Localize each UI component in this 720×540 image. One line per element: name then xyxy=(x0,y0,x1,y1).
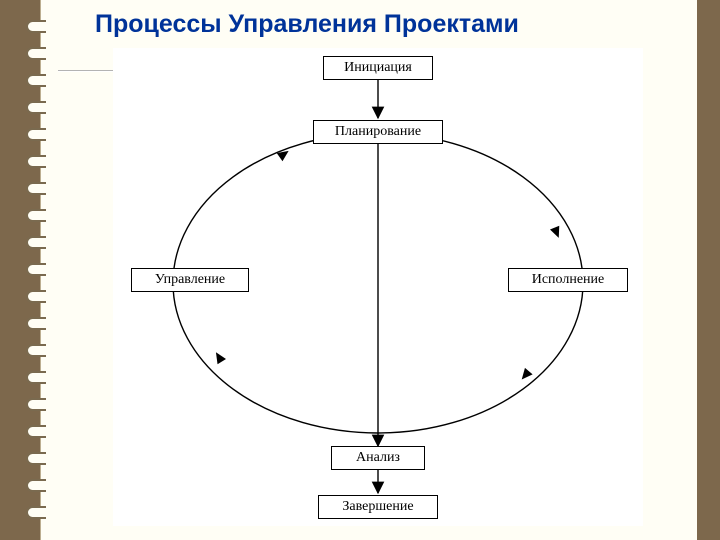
process-diagram: Инициация Планирование Исполнение Управлени… xyxy=(113,48,643,526)
spiral-ring xyxy=(26,398,46,411)
spiral-ring xyxy=(26,506,46,519)
node-plan: Планирование xyxy=(313,120,443,144)
spiral-ring xyxy=(26,452,46,465)
spiral-ring xyxy=(26,479,46,492)
node-anal: Анализ xyxy=(331,446,425,470)
divider-line xyxy=(58,70,113,72)
spiral-ring xyxy=(26,209,46,222)
spiral-ring xyxy=(26,101,46,114)
slide-title: Процессы Управления Проектами xyxy=(95,10,519,39)
spiral-ring xyxy=(26,155,46,168)
spiral-ring xyxy=(26,236,46,249)
spiral-ring xyxy=(26,47,46,60)
node-close: Завершение xyxy=(318,495,438,519)
spiral-ring xyxy=(26,344,46,357)
spiral-ring xyxy=(26,290,46,303)
spiral-ring xyxy=(26,371,46,384)
node-exec: Исполнение xyxy=(508,268,628,292)
slide-frame: Процессы Управления Проектами Инициация Пл… xyxy=(0,0,720,540)
node-init: Инициация xyxy=(323,56,433,80)
spiral-ring xyxy=(26,128,46,141)
spiral-ring xyxy=(26,425,46,438)
spiral-ring xyxy=(26,182,46,195)
spiral-ring xyxy=(26,317,46,330)
spiral-ring xyxy=(26,74,46,87)
spiral-ring xyxy=(26,20,46,33)
node-ctrl: Управление xyxy=(131,268,249,292)
spiral-ring xyxy=(26,263,46,276)
